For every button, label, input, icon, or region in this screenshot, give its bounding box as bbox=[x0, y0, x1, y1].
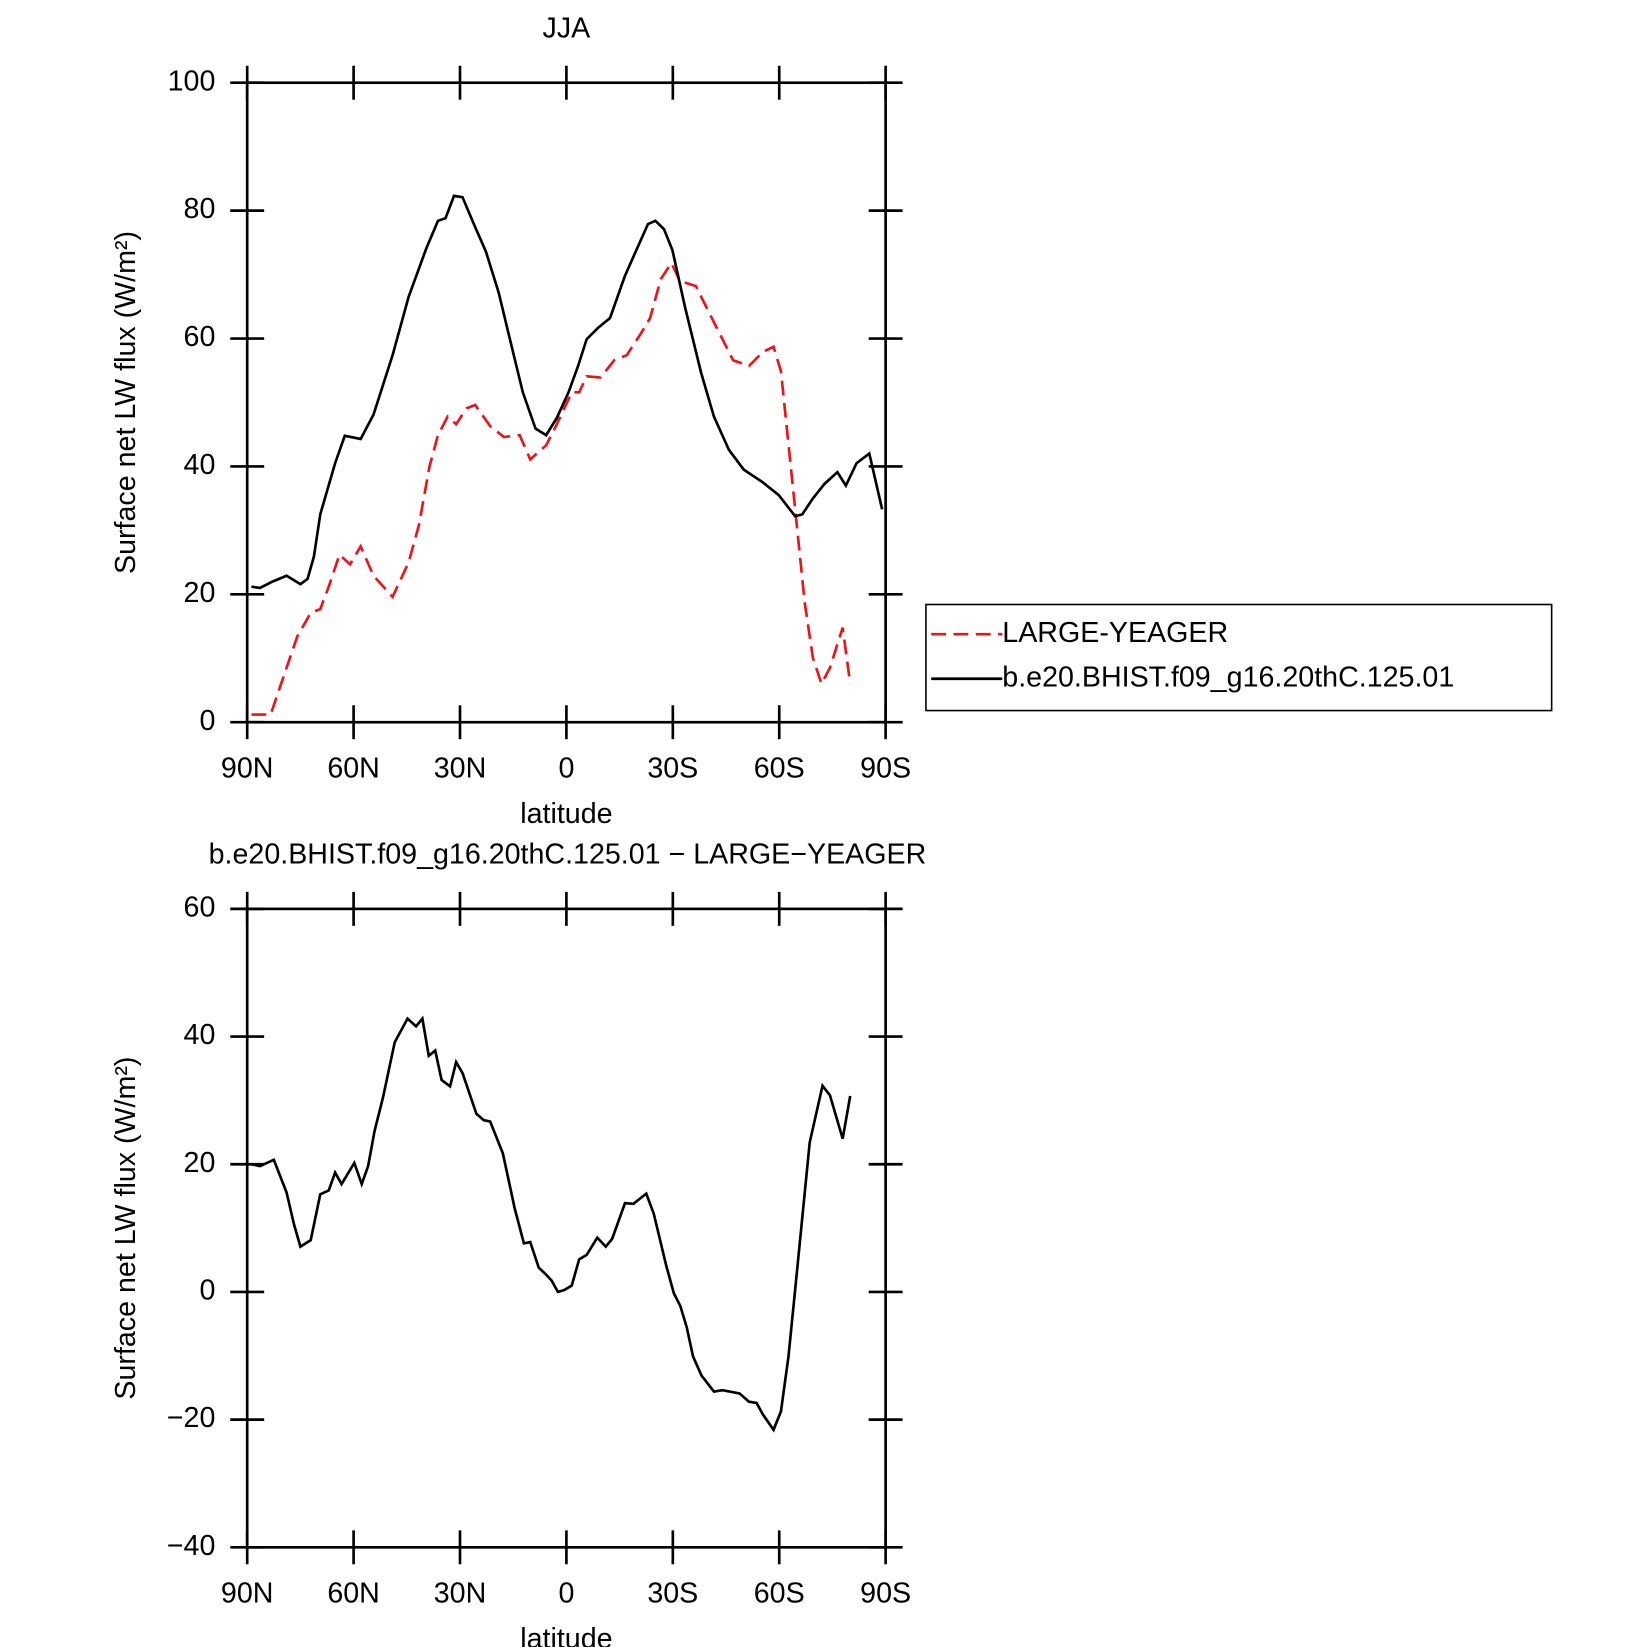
y-tick-label: −40 bbox=[167, 1530, 216, 1562]
x-tick-label: 30S bbox=[647, 1578, 698, 1610]
y-tick-label: −20 bbox=[167, 1402, 216, 1434]
y-axis-label: Surface net LW flux (W/m²) bbox=[110, 231, 142, 574]
x-tick-label: 60S bbox=[754, 1578, 805, 1610]
y-axis-label: Surface net LW flux (W/m²) bbox=[110, 1057, 142, 1400]
x-tick-label: 60N bbox=[327, 753, 380, 785]
y-tick-label: 0 bbox=[199, 1274, 215, 1306]
y-tick-label: 0 bbox=[199, 705, 215, 737]
chart-title: b.e20.BHIST.f09_g16.20thC.125.01 − LARGE… bbox=[209, 838, 927, 870]
y-tick-label: 60 bbox=[184, 321, 216, 353]
legend-box bbox=[925, 603, 1553, 712]
x-tick-label: 60N bbox=[327, 1578, 380, 1610]
data-line bbox=[251, 260, 852, 716]
x-tick-label: 90N bbox=[221, 1578, 274, 1610]
x-tick-label: 30S bbox=[647, 753, 698, 785]
legend-label: b.e20.BHIST.f09_g16.20thC.125.01 bbox=[1002, 661, 1454, 693]
x-tick-label: 60S bbox=[754, 753, 805, 785]
x-tick-label: 30N bbox=[434, 1578, 487, 1610]
data-line bbox=[251, 194, 884, 590]
x-axis-label: latitude bbox=[520, 798, 612, 830]
y-tick-label: 60 bbox=[184, 891, 216, 923]
x-axis-label: latitude bbox=[520, 1623, 612, 1647]
y-tick-label: 40 bbox=[184, 1019, 216, 1051]
y-tick-label: 80 bbox=[184, 193, 216, 225]
x-tick-label: 30N bbox=[434, 753, 487, 785]
legend-label: LARGE-YEAGER bbox=[1002, 617, 1228, 649]
y-tick-label: 40 bbox=[184, 449, 216, 481]
x-tick-label: 0 bbox=[558, 753, 574, 785]
chart-title: JJA bbox=[543, 12, 592, 44]
x-tick-label: 90N bbox=[221, 753, 274, 785]
y-tick-label: 20 bbox=[184, 577, 216, 609]
data-line bbox=[251, 1015, 852, 1433]
y-tick-label: 100 bbox=[168, 65, 216, 97]
y-tick-label: 20 bbox=[184, 1147, 216, 1179]
x-tick-label: 0 bbox=[558, 1578, 574, 1610]
plot-frame bbox=[245, 907, 887, 1549]
x-tick-label: 90S bbox=[860, 753, 911, 785]
x-tick-label: 90S bbox=[860, 1578, 911, 1610]
